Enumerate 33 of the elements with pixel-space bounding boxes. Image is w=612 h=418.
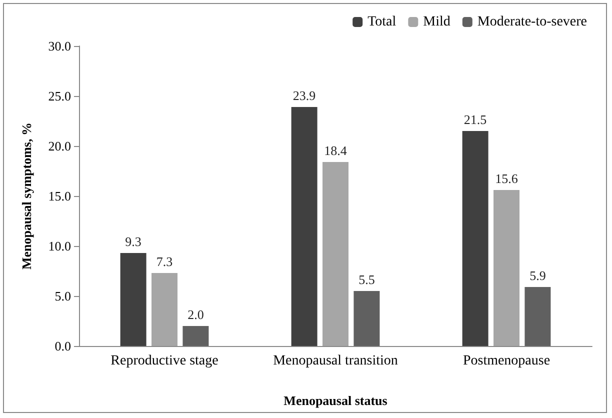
x-tick-label: Menopausal transition [273, 354, 398, 368]
bar [524, 287, 551, 346]
data-label: 15.6 [495, 171, 518, 186]
x-axis-title: Menopausal status [284, 393, 388, 408]
data-label: 7.3 [156, 254, 173, 269]
bar [152, 273, 178, 346]
data-label: 23.9 [292, 88, 316, 103]
bar [494, 190, 520, 346]
y-tick-label: 10.0 [48, 238, 71, 254]
y-tick-label: 15.0 [48, 188, 71, 204]
bar [120, 253, 146, 346]
data-label: 18.4 [324, 143, 348, 158]
data-label: 5.5 [358, 272, 375, 287]
bar [182, 326, 209, 346]
bar [322, 162, 348, 346]
legend-label: Mild [423, 14, 450, 30]
y-tick-label: 0.0 [54, 338, 71, 354]
data-label: 5.9 [530, 268, 546, 283]
y-tick-label: 20.0 [48, 138, 71, 154]
data-label: 9.3 [125, 234, 142, 249]
data-label: 2.0 [188, 307, 204, 322]
bar [462, 131, 488, 346]
legend-label: Moderate-to-severe [477, 14, 587, 30]
data-label: 21.5 [464, 112, 487, 127]
y-axis-title: Menopausal symptoms, % [19, 122, 34, 270]
bar [354, 291, 380, 346]
x-tick-label: Reproductive stage [110, 354, 218, 368]
y-tick-label: 30.0 [48, 38, 71, 54]
y-tick-label: 25.0 [48, 88, 71, 104]
y-tick-label: 5.0 [54, 288, 71, 304]
x-tick-label: Postmenopause [462, 354, 550, 368]
legend-label: Total [368, 14, 396, 30]
bar [291, 107, 318, 346]
